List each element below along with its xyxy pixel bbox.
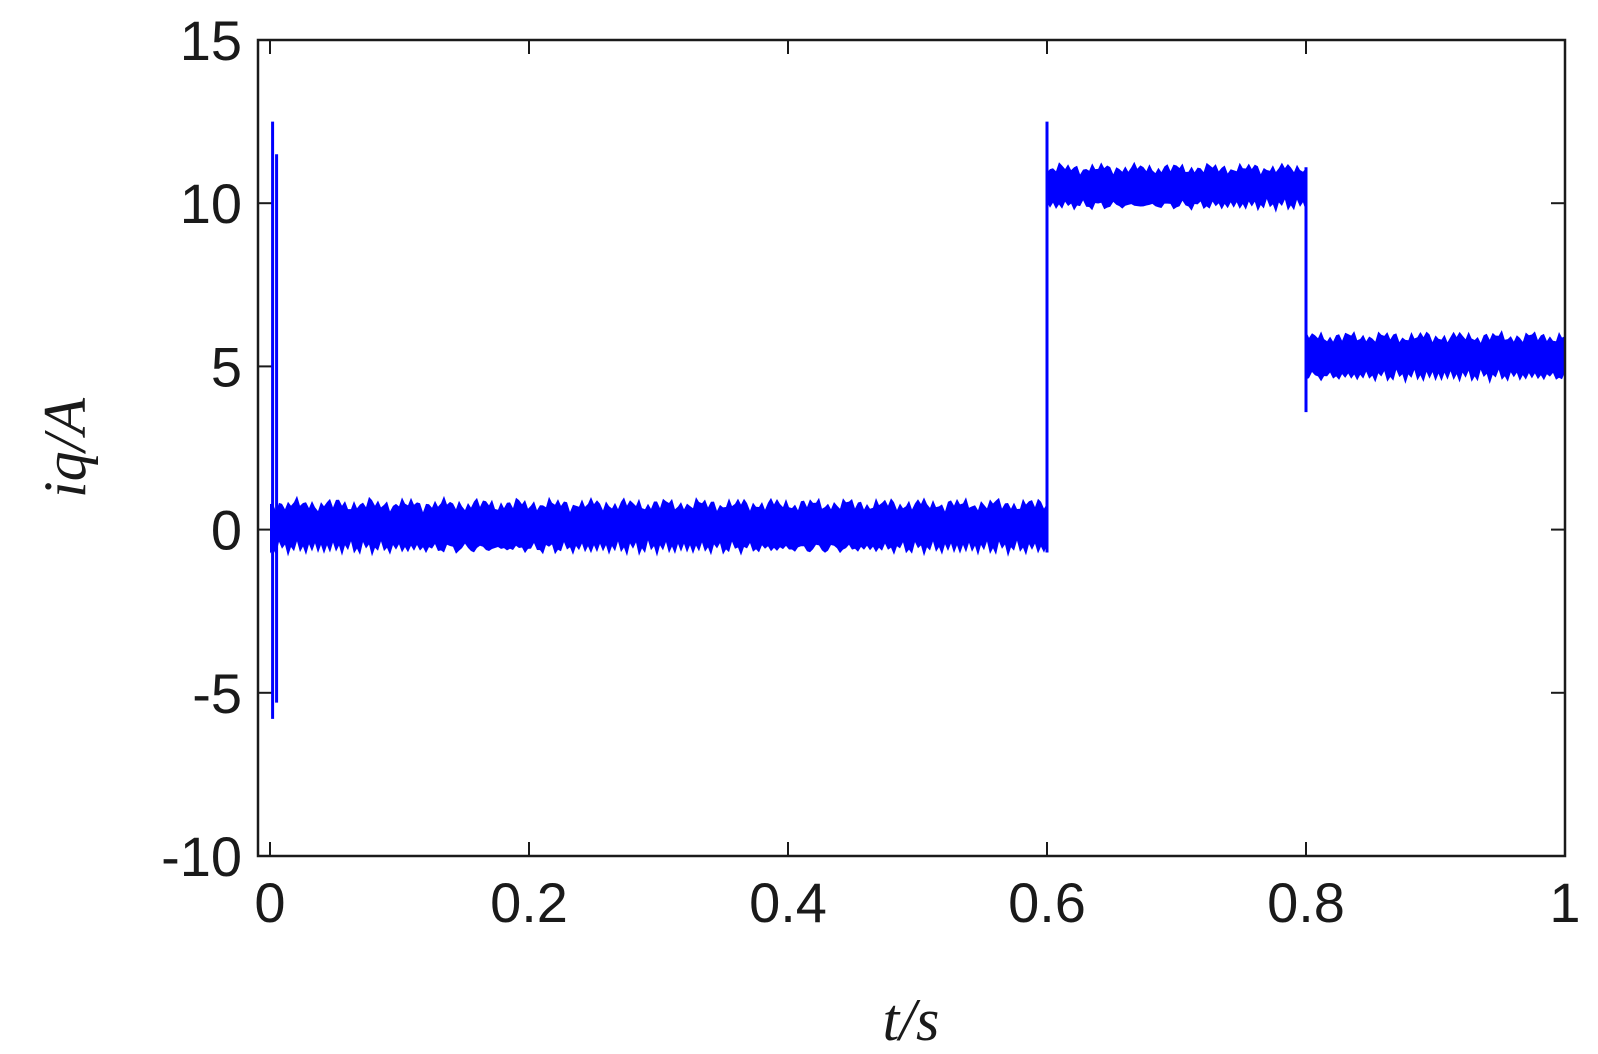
x-tick-label: 0.6 [1008, 871, 1086, 934]
y-axis-title: iq/A [32, 398, 98, 498]
y-tick-label: -5 [192, 662, 242, 725]
data-layer [270, 121, 1565, 719]
signal-band [270, 495, 1047, 557]
x-tick-label: 0 [254, 871, 285, 934]
ticks-layer [258, 39, 1566, 857]
signal-band [1306, 330, 1565, 384]
signal-band [1047, 161, 1306, 213]
y-tick-label: -10 [161, 825, 242, 888]
y-tick-label: 0 [211, 499, 242, 562]
x-tick-label: 0.8 [1267, 871, 1345, 934]
x-tick-label: 0.2 [490, 871, 568, 934]
plot-frame [256, 38, 1567, 858]
x-tick-label: 0.4 [749, 871, 827, 934]
x-tick-label: 1 [1549, 871, 1580, 934]
y-tick-label: 15 [180, 9, 242, 72]
y-tick-label: 10 [180, 172, 242, 235]
y-tick-label: 5 [211, 335, 242, 398]
x-axis-title: t/s [883, 987, 940, 1053]
labels-layer: 0 0.2 0.4 0.6 0.8 1 -10 -5 0 5 10 15 [161, 9, 1581, 934]
